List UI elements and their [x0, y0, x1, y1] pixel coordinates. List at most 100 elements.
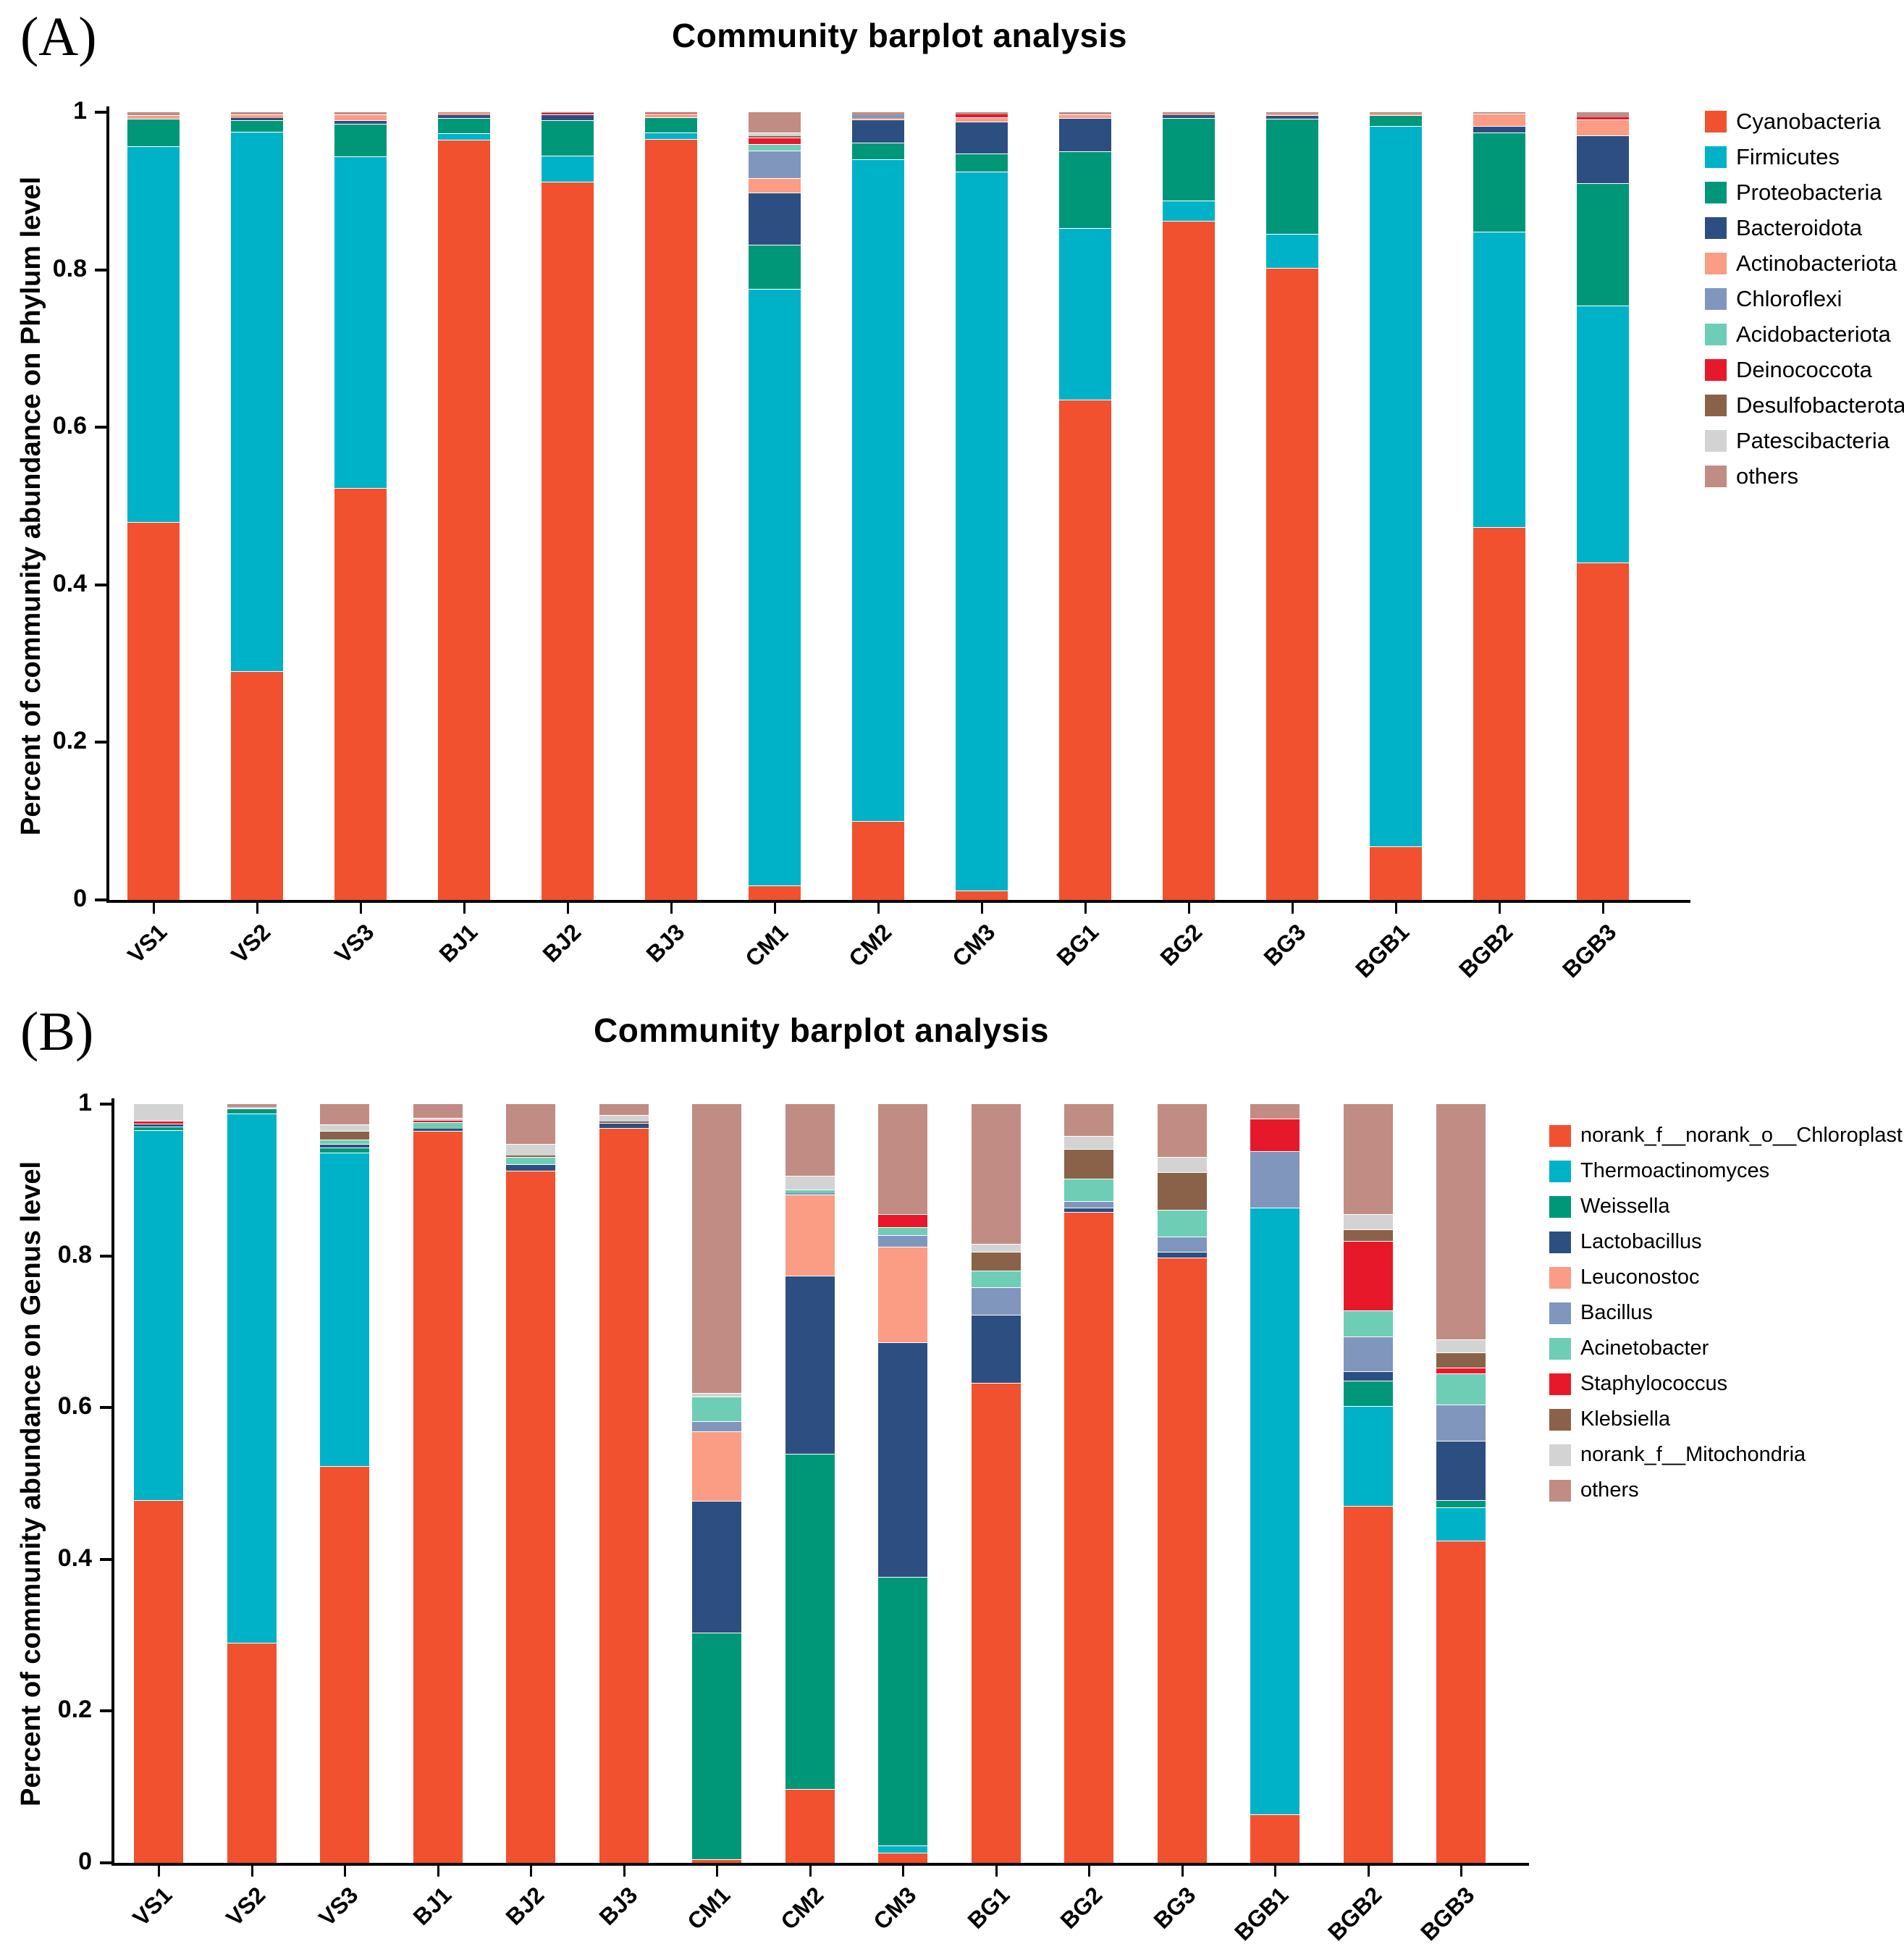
- bar-segment-Acinetobacter: [506, 1157, 555, 1164]
- bar-segment-Bacillus: [1157, 1237, 1207, 1253]
- bar-BGB1: [1250, 1104, 1299, 1863]
- bar-BJ2: [506, 1104, 555, 1863]
- bar-segment-norank_f__norank_o__Chloroplast: [1064, 1211, 1113, 1863]
- bar-segment-Leuconostoc: [878, 1247, 927, 1343]
- bar-BG3: [1266, 112, 1318, 900]
- bar-segment-Proteobacteria: [1163, 117, 1215, 201]
- legend-swatch-Klebsiella: [1549, 1408, 1571, 1431]
- bar-segment-Acinetobacter: [971, 1270, 1021, 1287]
- legend-swatch-Cyanobacteria: [1705, 111, 1727, 132]
- bar-segment-others: [1059, 112, 1111, 115]
- x-tick-label: CM2: [775, 1882, 828, 1935]
- bar-segment-Lactobacillus: [1064, 1207, 1113, 1212]
- bar-segment-Bacteroidota: [542, 114, 594, 120]
- bar-segment-norank_f__Mitochondria: [785, 1175, 835, 1190]
- legend-item-Actinobacteriota: Actinobacteriota: [1705, 251, 1897, 277]
- bar-segment-Lactobacillus: [320, 1143, 369, 1148]
- bar-segment-Actinobacteriota: [231, 114, 283, 118]
- bar-segment-Proteobacteria: [542, 119, 594, 156]
- bar-VS2: [227, 1104, 277, 1863]
- bar-segment-Bacteroidota: [1163, 115, 1215, 118]
- bar-segment-Weissella: [1436, 1500, 1486, 1507]
- bar-segment-Lactobacillus: [413, 1128, 463, 1131]
- bar-segment-Bacillus: [1250, 1151, 1299, 1208]
- legend-swatch-Weissella: [1549, 1195, 1571, 1218]
- bar-VS3: [320, 1104, 369, 1863]
- bar-segment-Actinobacteriota: [645, 114, 697, 117]
- legend-label: norank_f__norank_o__Chloroplast: [1580, 1124, 1903, 1147]
- bar-segment-others: [956, 112, 1008, 115]
- bar-segment-Lactobacillus: [506, 1163, 555, 1171]
- legend-swatch-Bacteroidota: [1705, 217, 1727, 239]
- legend-label: Desulfobacterota: [1736, 392, 1904, 418]
- legend-item-Staphylococcus: Staphylococcus: [1549, 1372, 1727, 1396]
- x-tick: [530, 1866, 532, 1877]
- bar-segment-Cyanobacteria: [334, 487, 387, 900]
- x-tick: [1274, 1866, 1276, 1877]
- y-tick-label: 0.6: [57, 1392, 92, 1420]
- bar-segment-norank_f__Mitochondria: [692, 1393, 741, 1397]
- bar-segment-others: [1064, 1104, 1113, 1137]
- y-tick-label: 0.4: [52, 569, 87, 597]
- bar-segment-Bacteroidota: [334, 119, 387, 125]
- y-tick: [95, 898, 106, 901]
- legend-item-others: others: [1549, 1478, 1639, 1502]
- bar-segment-norank_f__Mitochondria: [506, 1143, 555, 1156]
- legend-item-Bacillus: Bacillus: [1549, 1301, 1653, 1325]
- bar-segment-Firmicutes: [1266, 233, 1318, 269]
- bar-segment-others: [1473, 112, 1525, 114]
- bar-segment-others: [1157, 1104, 1207, 1158]
- bar-segment-Bacteroidota: [1577, 135, 1629, 183]
- bar-segment-Weissella: [227, 1108, 277, 1114]
- x-tick: [344, 1866, 346, 1877]
- y-tick: [100, 1861, 111, 1864]
- legend-label: Bacillus: [1580, 1301, 1653, 1324]
- bar-BGB3: [1436, 1104, 1486, 1863]
- legend-item-Deinococcota: Deinococcota: [1705, 357, 1872, 383]
- bar-segment-Lactobacillus: [971, 1315, 1021, 1383]
- bar-segment-Bacillus: [878, 1235, 927, 1247]
- bar-segment-norank_f__Mitochondria: [1436, 1339, 1486, 1352]
- bar-segment-Cyanobacteria: [645, 139, 697, 900]
- legend-swatch-Staphylococcus: [1549, 1373, 1571, 1395]
- x-tick-label: CM3: [868, 1882, 922, 1935]
- legend-item-Thermoactinomyces: Thermoactinomyces: [1549, 1159, 1769, 1183]
- bar-segment-Deinococcota: [749, 137, 801, 144]
- bar-segment-Firmicutes: [1577, 305, 1629, 563]
- bar-segment-Bacillus: [1343, 1336, 1393, 1371]
- legend-swatch-Acidobacteriota: [1705, 324, 1727, 345]
- x-tick: [774, 903, 776, 914]
- bar-segment-Acinetobacter: [785, 1190, 835, 1193]
- legend-swatch-Chloroflexi: [1705, 288, 1727, 310]
- bar-segment-Proteobacteria: [956, 153, 1008, 172]
- y-axis-line: [106, 106, 109, 903]
- legend-item-Firmicutes: Firmicutes: [1705, 144, 1840, 170]
- x-axis-line: [106, 900, 1690, 903]
- x-tick-label: VS2: [220, 1882, 270, 1932]
- x-tick-label: BGB2: [1322, 1882, 1386, 1946]
- x-tick: [1292, 903, 1294, 914]
- bar-segment-Bacteroidota: [438, 115, 490, 118]
- bar-BGB3: [1577, 112, 1629, 900]
- bar-segment-others: [1163, 112, 1215, 114]
- legend-item-Leuconostoc: Leuconostoc: [1549, 1266, 1699, 1289]
- bar-segment-others: [231, 112, 283, 115]
- bar-segment-Cyanobacteria: [231, 671, 283, 900]
- bar-segment-Klebsiella: [1157, 1172, 1207, 1210]
- bar-segment-Cyanobacteria: [852, 821, 904, 900]
- bar-segment-Chloroflexi: [749, 151, 801, 179]
- legend-swatch-Bacillus: [1549, 1302, 1571, 1324]
- bar-segment-Weissella: [1343, 1380, 1393, 1407]
- legend-label: Bacteroidota: [1736, 215, 1863, 240]
- legend-label: others: [1580, 1478, 1639, 1502]
- bar-segment-Patescibacteria: [749, 132, 801, 136]
- bar-BJ3: [645, 112, 697, 900]
- legend-swatch-others: [1549, 1479, 1571, 1502]
- bar-BG2: [1064, 1104, 1113, 1863]
- bar-segment-others: [320, 1104, 369, 1125]
- bar-segment-Bacteroidota: [852, 119, 904, 143]
- chart-b-title: Community barplot analysis: [593, 1011, 1049, 1049]
- bar-segment-others: [542, 112, 594, 114]
- y-tick: [100, 1406, 111, 1410]
